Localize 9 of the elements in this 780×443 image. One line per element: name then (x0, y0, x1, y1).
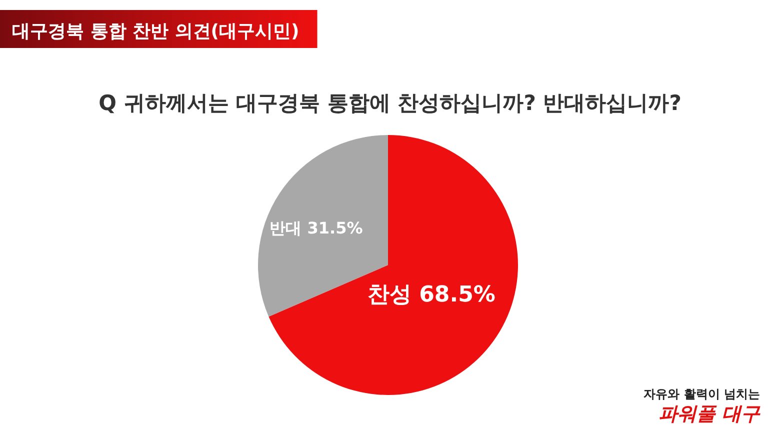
text: 자유와 활력이 넘치는 (644, 387, 760, 401)
slice-label: 반대 (270, 218, 308, 238)
data-label: 31.5% (307, 218, 363, 238)
chart-title: 대구경북 통합 찬반 의견(대구시민) (12, 21, 300, 42)
data-label: 68.5% (419, 282, 496, 308)
pie-slice (268, 135, 518, 395)
text: 파워풀 대구 (658, 403, 761, 425)
chart-subtitle: Q 귀하께서는 대구경북 통합에 찬성하십니까? 반대하십니까? (98, 91, 682, 115)
slice-label: 찬성 (367, 282, 420, 308)
